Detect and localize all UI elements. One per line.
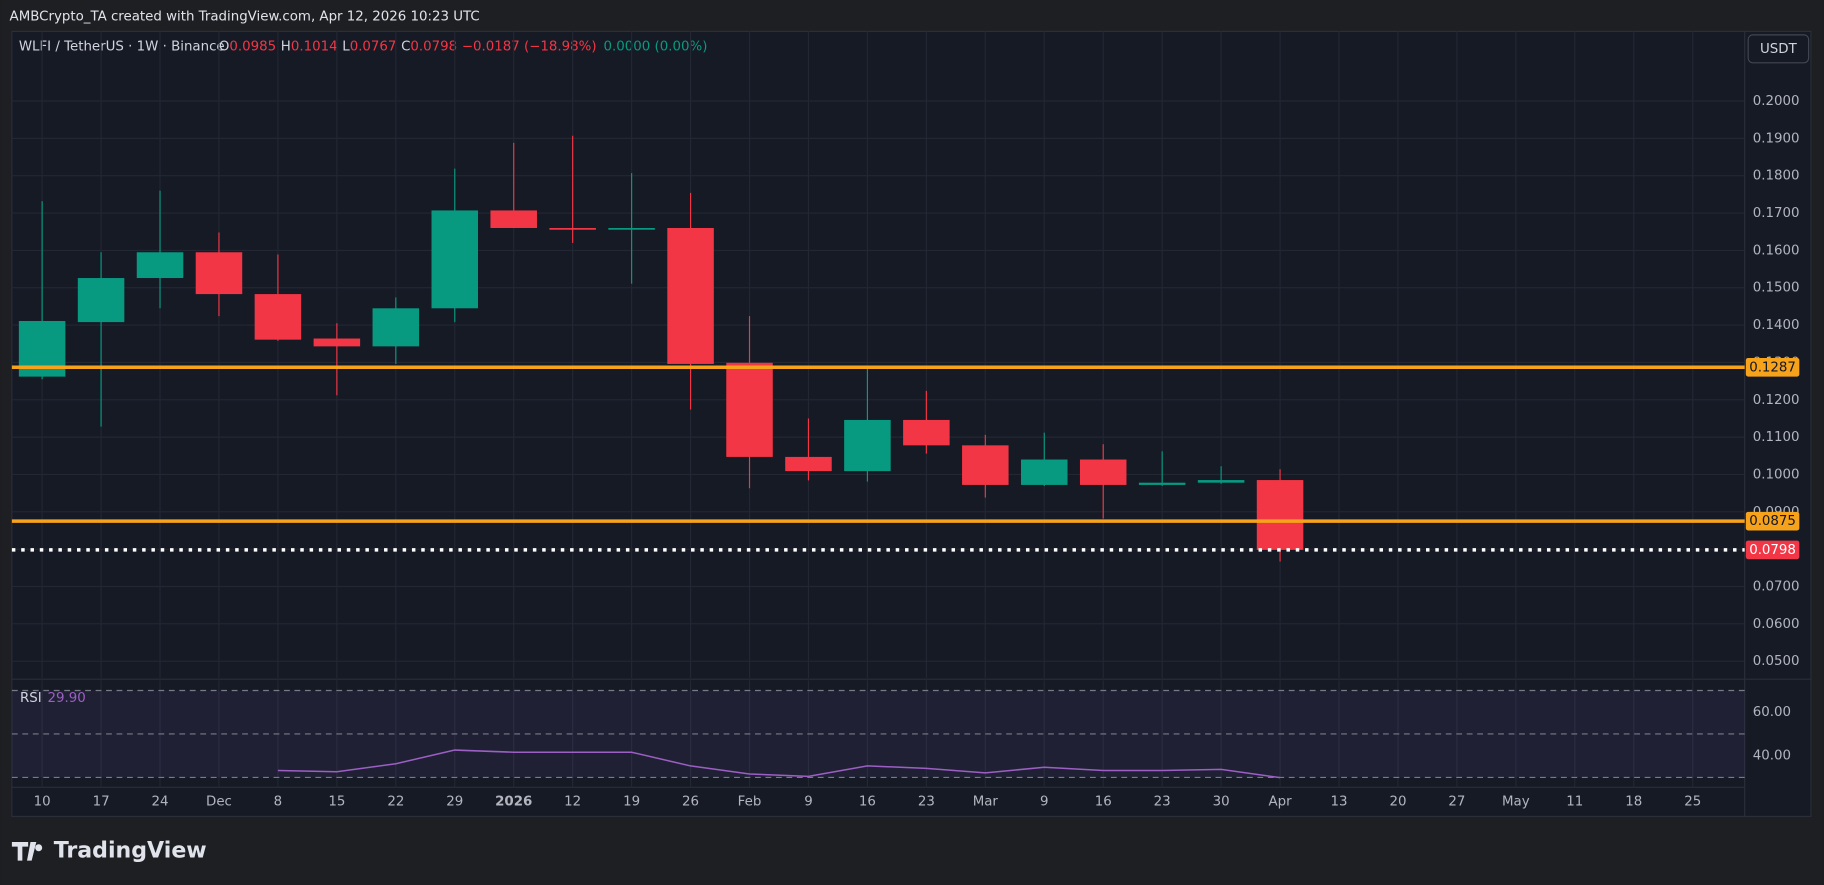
ohlc-value: 0.0767 [350,40,397,55]
x-tick-label: 11 [1566,794,1583,809]
candle-body [608,227,655,230]
candle-body [1256,480,1304,550]
y-tick-label: 0.1100 [1753,430,1800,445]
x-tick-label: 30 [1213,794,1230,809]
x-tick-label: 2026 [495,794,532,809]
ohlc-label: L [342,40,350,55]
ohlc-value: 0.0798 [410,40,457,55]
x-tick-label: Dec [206,794,232,809]
candle-body [903,419,950,446]
candle-body [1021,459,1068,485]
x-tick-label: 22 [387,794,404,809]
candle-body [490,210,537,228]
volume-change: 0.0000 (0.00%) [604,40,708,55]
rsi-name: RSI [20,691,42,706]
ohlc-value: 0.0985 [229,40,276,55]
x-tick-label: Feb [738,794,762,809]
candle-body [77,278,125,323]
candle-body [1138,482,1186,485]
y-tick-label: 0.1800 [1753,169,1800,184]
rsi-tick-label: 60.00 [1753,705,1791,720]
x-tick-label: 20 [1389,794,1406,809]
x-tick-label: 23 [918,794,935,809]
x-tick-label: 17 [93,794,110,809]
x-tick-label: 8 [274,794,282,809]
y-tick-label: 0.1500 [1753,281,1800,296]
ohlc-legend: O0.0985 H0.1014 L0.0767 C0.0798 −0.0187 (−18… [219,40,708,55]
candle-body [431,210,479,309]
x-tick-label: 24 [152,794,169,809]
x-tick-label: May [1502,794,1530,809]
rsi-band [11,690,1745,778]
price-label: 0.0875 [1749,514,1796,529]
rsi-legend: RSI 29.90 [20,691,86,706]
ohlc-text: O0.0985 H0.1014 L0.0767 C0.0798 −0.0187 (−18… [219,40,708,55]
x-tick-label: 13 [1331,794,1348,809]
rsi-tick-label: 40.00 [1753,749,1791,764]
candle-body [726,362,773,457]
x-tick-label: 12 [564,794,581,809]
price-label: 0.0798 [1749,543,1796,558]
x-tick-label: Mar [973,794,999,809]
change: −0.0187 (−18.98%) [462,40,597,55]
x-tick-label: 29 [446,794,463,809]
x-tick-label: 9 [804,794,813,809]
price-label-bg [1745,357,1800,377]
ohlc-label: H [281,40,291,55]
candle-body [1079,459,1127,485]
y-tick-label: 0.1700 [1753,206,1800,221]
y-tick-label: 0.1200 [1753,393,1800,408]
ohlc-label: C [401,40,410,55]
candle-body [136,252,184,279]
candle-body [962,445,1009,485]
x-tick-label: 19 [623,794,640,809]
x-tick-label: 10 [34,794,51,809]
x-tick-label: 15 [328,794,345,809]
logo-icon [11,841,43,861]
x-tick-label: 23 [1154,794,1171,809]
ohlc-value: 0.1014 [291,40,338,55]
ohlc-label: O [219,40,230,55]
y-tick-label: 0.0600 [1753,617,1800,632]
logo: TradingView [11,837,207,863]
x-tick-label: 16 [859,794,876,809]
candle-body [844,419,891,472]
candle-body [254,294,302,340]
candle-body [313,338,361,347]
y-tick-label: 0.0500 [1753,654,1800,669]
rsi-value: 29.90 [48,691,86,706]
currency-button[interactable] [1747,34,1810,64]
candle-body [549,227,596,230]
y-tick-label: 0.1000 [1753,467,1800,482]
y-tick-label: 0.2000 [1753,94,1800,109]
x-tick-label: 25 [1684,794,1701,809]
candle-body [667,227,714,364]
x-tick-label: 18 [1625,794,1642,809]
logo-text: TradingView [54,837,207,863]
price-label: 0.1287 [1749,360,1796,375]
y-tick-label: 0.1900 [1753,131,1800,146]
price-label-bg [1745,540,1800,560]
y-tick-label: 0.1400 [1753,318,1800,333]
x-tick-label: Apr [1268,794,1292,809]
candle-body [195,252,243,295]
candle-body [1197,480,1245,483]
x-tick-label: 16 [1095,794,1112,809]
y-tick-label: 0.0700 [1753,580,1800,595]
candle-body [372,308,420,347]
currency-label: USDT [1760,42,1798,57]
credit: AMBCrypto_TA created with TradingView.co… [10,9,480,24]
symbol: WLFI / TetherUS · 1W · Binance [19,40,225,55]
candle-body [785,456,832,472]
rsi-line [277,749,1281,779]
x-tick-label: 27 [1448,794,1465,809]
x-tick-label: 9 [1040,794,1049,809]
x-tick-label: 26 [682,794,699,809]
price-label-bg [1745,511,1800,531]
y-tick-label: 0.1600 [1753,243,1800,258]
